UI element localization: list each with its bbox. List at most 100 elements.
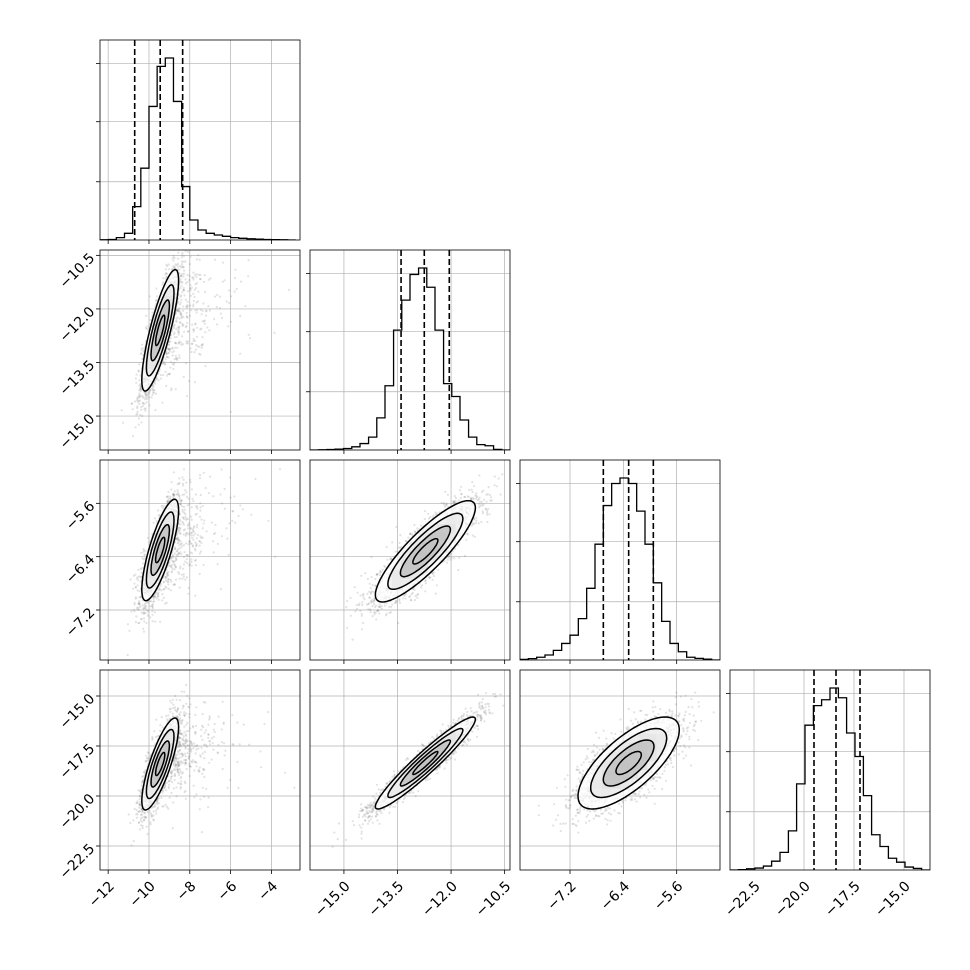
- sample-point: [185, 517, 188, 520]
- sample-point: [173, 336, 176, 339]
- sample-point: [192, 500, 195, 503]
- sample-point: [137, 602, 141, 605]
- sample-point: [137, 417, 140, 420]
- sample-point: [190, 350, 193, 354]
- sample-point: [142, 611, 145, 614]
- sample-point: [157, 598, 160, 601]
- sample-point: [193, 525, 196, 528]
- sample-point: [152, 388, 155, 391]
- sample-point: [234, 521, 237, 524]
- sample-point: [179, 264, 182, 267]
- sample-point: [184, 512, 187, 516]
- sample-point: [169, 564, 172, 567]
- sample-point: [154, 392, 158, 395]
- sample-point: [172, 363, 175, 366]
- sample-point: [151, 384, 154, 387]
- sample-point: [137, 423, 140, 426]
- scatter-panel-1-2: [100, 250, 300, 450]
- sample-point: [193, 547, 196, 550]
- sample-point: [141, 357, 144, 360]
- sample-point: [181, 482, 185, 485]
- sample-point: [187, 524, 190, 527]
- sample-point: [173, 764, 176, 767]
- sample-point: [210, 521, 213, 524]
- sample-point: [153, 389, 156, 392]
- sample-point: [137, 606, 140, 609]
- sample-point: [183, 269, 186, 272]
- sample-point: [137, 369, 140, 372]
- sample-point: [183, 551, 186, 554]
- sample-point: [201, 504, 204, 508]
- sample-point: [178, 494, 181, 497]
- sample-point: [147, 392, 151, 395]
- sample-point: [169, 495, 172, 498]
- sample-point: [187, 290, 190, 293]
- sample-point: [182, 544, 185, 547]
- sample-point: [171, 354, 174, 357]
- sample-point: [171, 570, 174, 573]
- sample-point: [175, 320, 178, 323]
- sample-point: [133, 603, 136, 606]
- sample-point: [169, 337, 172, 340]
- sample-point: [177, 300, 180, 303]
- sample-point: [179, 312, 182, 315]
- sample-point: [171, 567, 174, 570]
- sample-point: [176, 316, 179, 319]
- sample-point: [179, 547, 182, 550]
- sample-point: [189, 563, 192, 566]
- sample-point: [186, 300, 189, 303]
- sample-point: [177, 482, 181, 485]
- sample-point: [180, 274, 183, 277]
- sample-point: [155, 299, 158, 302]
- sample-point: [227, 325, 230, 328]
- sample-point: [214, 523, 217, 527]
- sample-point: [182, 563, 185, 566]
- sample-point: [140, 618, 143, 621]
- sample-point: [167, 352, 170, 355]
- sample-point: [190, 560, 193, 564]
- sample-point: [213, 258, 217, 261]
- sample-point: [136, 606, 139, 610]
- sample-point: [139, 385, 142, 388]
- sample-point: [198, 572, 201, 576]
- sample-point: [209, 475, 212, 478]
- sample-point: [192, 337, 195, 340]
- sample-point: [186, 342, 189, 345]
- sample-point: [139, 383, 142, 386]
- sample-point: [192, 303, 195, 306]
- sample-point: [200, 541, 203, 545]
- sample-point: [172, 471, 175, 474]
- sample-point: [150, 600, 153, 603]
- sample-point: [186, 340, 190, 343]
- sample-point: [158, 588, 162, 591]
- sample-point: [170, 556, 173, 560]
- sample-point: [167, 570, 170, 574]
- sample-point: [156, 377, 159, 381]
- sample-point: [239, 314, 242, 317]
- sample-point: [146, 391, 149, 394]
- sample-point: [202, 522, 205, 525]
- sample-point: [179, 567, 182, 570]
- sample-point: [145, 605, 148, 608]
- sample-point: [175, 538, 178, 541]
- sample-point: [177, 342, 180, 345]
- sample-point: [219, 493, 222, 496]
- sample-point: [166, 374, 169, 377]
- sample-point: [133, 601, 136, 604]
- sample-point: [165, 272, 169, 275]
- sample-point: [180, 263, 184, 266]
- sample-point: [176, 326, 179, 329]
- sample-point: [142, 350, 145, 353]
- sample-point: [181, 505, 184, 508]
- sample-point: [152, 597, 155, 601]
- sample-point: [229, 410, 232, 413]
- sample-point: [185, 305, 188, 308]
- sample-point: [188, 279, 191, 282]
- sample-point: [202, 471, 205, 474]
- sample-point: [176, 549, 179, 553]
- sample-point: [192, 328, 195, 331]
- sample-point: [144, 409, 147, 412]
- sample-point: [188, 263, 191, 266]
- sample-point: [178, 356, 181, 359]
- sample-point: [193, 339, 197, 342]
